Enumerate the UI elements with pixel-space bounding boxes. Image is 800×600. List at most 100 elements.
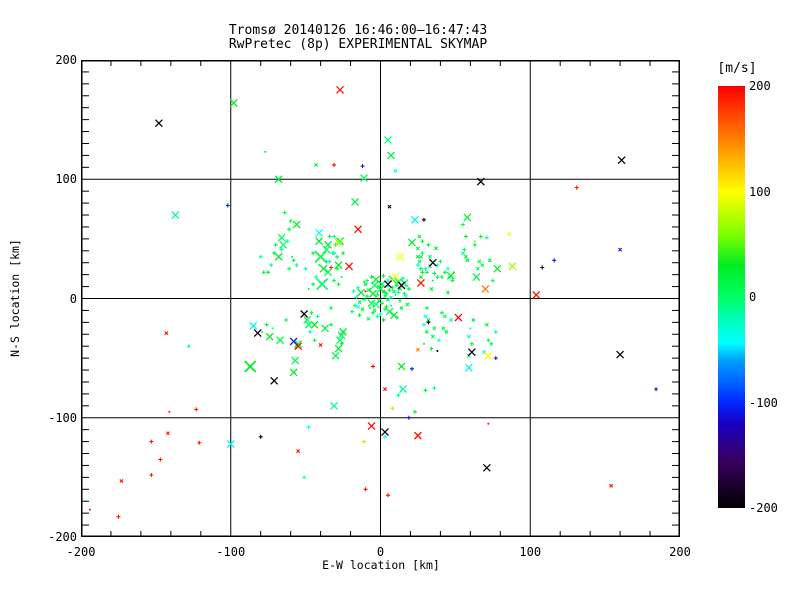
data-point <box>469 341 474 346</box>
data-point <box>375 292 380 297</box>
data-point <box>261 330 264 333</box>
data-point <box>391 289 396 294</box>
data-point <box>292 220 301 229</box>
data-point <box>448 317 453 322</box>
data-point <box>364 290 367 293</box>
data-point <box>332 278 337 283</box>
data-point <box>463 254 468 259</box>
data-point <box>334 238 343 247</box>
data-point <box>360 164 365 169</box>
x-tick-label: -100 <box>216 545 246 559</box>
y-tick-label: 100 <box>55 172 77 187</box>
data-point <box>258 434 263 439</box>
data-point <box>372 308 377 313</box>
data-point <box>194 407 199 412</box>
data-point <box>472 242 477 247</box>
colorbar-title: [m/s] <box>717 61 757 76</box>
data-point <box>149 472 154 477</box>
data-point <box>445 266 450 271</box>
data-point <box>370 281 379 290</box>
data-point <box>312 338 317 343</box>
data-point <box>324 279 327 282</box>
y-tick-label: 200 <box>55 53 77 67</box>
data-point <box>365 294 370 299</box>
data-point <box>446 271 455 280</box>
data-point <box>357 300 362 305</box>
data-point <box>363 487 368 492</box>
data-point <box>229 98 238 107</box>
data-point <box>369 307 372 310</box>
data-point <box>385 493 390 498</box>
data-point <box>421 322 426 327</box>
data-point <box>329 322 334 327</box>
data-point <box>487 422 490 425</box>
data-point <box>314 275 319 280</box>
data-point <box>296 449 301 454</box>
x-tick-label: 0 <box>376 545 385 559</box>
data-point <box>450 278 455 283</box>
colorbar-tick-label: 200 <box>749 79 771 93</box>
data-point <box>387 288 392 293</box>
data-point <box>445 290 450 295</box>
data-point <box>486 338 491 343</box>
data-point <box>329 306 334 311</box>
data-point <box>418 275 423 280</box>
data-point <box>493 329 498 334</box>
data-point <box>319 264 328 273</box>
data-point <box>477 259 482 264</box>
data-point <box>336 282 341 287</box>
data-point <box>384 304 389 309</box>
data-point <box>360 307 365 312</box>
data-point <box>415 246 420 251</box>
data-point <box>372 275 380 284</box>
data-point <box>465 258 470 263</box>
data-point <box>438 259 443 264</box>
data-point <box>478 234 483 239</box>
data-point <box>493 356 498 361</box>
data-point <box>432 326 437 331</box>
data-point <box>363 280 366 283</box>
data-point <box>356 304 361 309</box>
data-point <box>399 385 407 394</box>
data-point <box>393 168 398 173</box>
data-point <box>287 227 292 232</box>
data-point <box>383 387 387 392</box>
data-point <box>345 262 354 271</box>
data-point <box>307 287 310 290</box>
data-point <box>441 326 446 331</box>
data-point <box>385 297 390 302</box>
data-point <box>410 215 419 224</box>
data-point <box>318 343 323 347</box>
data-point <box>532 290 541 299</box>
data-point <box>423 266 428 271</box>
data-point <box>289 337 298 346</box>
data-point <box>303 266 308 271</box>
data-point <box>310 320 319 329</box>
data-point <box>351 289 356 294</box>
data-point <box>314 162 319 167</box>
data-point <box>480 263 485 268</box>
data-point <box>303 316 312 324</box>
data-point <box>311 282 316 287</box>
data-point <box>429 346 434 351</box>
colorbar-tick-label: 0 <box>749 290 757 304</box>
skymap-plot-area <box>81 60 680 537</box>
data-point <box>426 242 431 247</box>
data-point <box>300 310 309 318</box>
data-point <box>403 283 408 288</box>
data-point <box>266 270 271 275</box>
data-point <box>405 302 410 307</box>
data-point <box>367 299 376 308</box>
data-point <box>487 258 492 263</box>
data-point <box>475 266 480 271</box>
data-point <box>366 316 371 321</box>
data-point <box>386 285 389 288</box>
data-point <box>381 317 386 322</box>
data-point <box>341 251 346 256</box>
data-point <box>330 251 335 256</box>
data-point <box>381 273 386 278</box>
data-point <box>382 434 387 439</box>
data-point <box>471 317 476 322</box>
plot-title: Tromsø 20140126 16:46:00–16:47:43 <box>228 23 488 38</box>
data-point <box>362 439 367 444</box>
